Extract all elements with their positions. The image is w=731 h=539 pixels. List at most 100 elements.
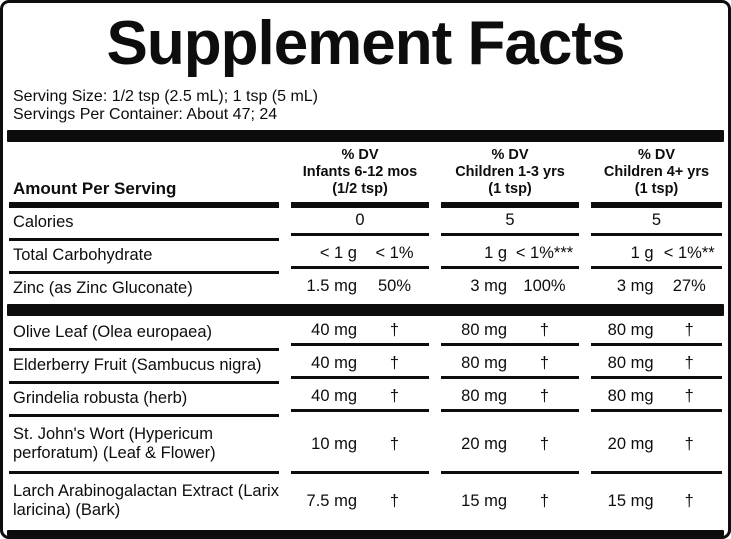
page-title: Supplement Facts (106, 9, 626, 78)
dagger-value: † (539, 354, 550, 372)
amount-value: 20 mg (607, 434, 654, 453)
amount-value: < 1 g (319, 244, 357, 262)
row-label: Elderberry Fruit (Sambucus nigra) (9, 351, 279, 384)
thick-divider-middle (7, 304, 724, 316)
amount-per-serving-header: Amount Per Serving (9, 145, 279, 208)
value-cell: 80 mg † (441, 318, 579, 346)
row-label: Grindelia robusta (herb) (9, 384, 279, 417)
column-header-children-4plus: % DV Children 4+ yrs (1 tsp) (591, 145, 722, 208)
table-row-elderberry: Elderberry Fruit (Sambucus nigra) 40 mg †… (9, 351, 722, 384)
dagger-value: † (539, 387, 550, 405)
value-cell: 5 (441, 208, 579, 236)
amount-value: 1.5 mg (306, 277, 357, 295)
amount-value: 80 mg (607, 321, 654, 339)
column-header-infants: % DV Infants 6-12 mos (1/2 tsp) (291, 145, 429, 208)
thick-divider-top (7, 130, 724, 142)
value-cell: 80 mg † (591, 351, 722, 379)
amount-value: 0 (355, 211, 365, 229)
amount-value: 80 mg (461, 387, 507, 405)
value-cell: 80 mg † (441, 384, 579, 412)
value-cell: 10 mg † (291, 417, 429, 474)
amount-value: 3 mg (616, 277, 654, 295)
value-cell: 40 mg † (291, 318, 429, 346)
value-cell: 40 mg † (291, 384, 429, 412)
amount-value: 80 mg (607, 387, 654, 405)
dagger-value: † (539, 321, 550, 339)
dv-value: 27% (672, 277, 706, 295)
group-label: Children 4+ yrs (603, 164, 710, 180)
dagger-value: † (684, 354, 694, 372)
dagger-value: † (389, 491, 400, 510)
amount-value: 1 g (484, 244, 507, 262)
value-cell: 40 mg † (291, 351, 429, 379)
dagger-value: † (684, 434, 694, 453)
table-header-row: Amount Per Serving % DV Infants 6-12 mos… (9, 145, 722, 208)
value-cell: 20 mg † (441, 417, 579, 474)
amount-value: 40 mg (311, 321, 357, 339)
table-row-zinc: Zinc (as Zinc Gluconate) 1.5 mg 50% 3 mg 1… (9, 274, 722, 304)
dv-label: % DV (341, 147, 379, 163)
dose-label: (1/2 tsp) (332, 181, 388, 197)
value-cell: 1 g < 1%** (591, 241, 722, 269)
value-cell: 1 g < 1%*** (441, 241, 579, 269)
amount-value: 15 mg (461, 491, 507, 510)
dv-value: < 1%*** (515, 244, 574, 262)
table-row-calories: Calories 0 5 5 (9, 208, 722, 241)
amount-value: 40 mg (311, 387, 357, 405)
dv-value: < 1%** (663, 244, 715, 262)
dagger-value: † (539, 434, 550, 453)
value-cell: 3 mg 27% (591, 274, 722, 299)
dagger-value: † (389, 321, 400, 339)
value-cell: 80 mg † (441, 351, 579, 379)
dagger-value: † (684, 491, 694, 510)
value-cell: 3 mg 100% (441, 274, 579, 299)
dagger-value: † (539, 491, 550, 510)
dagger-value: † (684, 321, 694, 339)
dv-label: % DV (491, 147, 529, 163)
table-row-st-johns-wort: St. John's Wort (Hypericum perforatum) (… (9, 417, 722, 474)
value-cell: 0 (291, 208, 429, 236)
value-cell: 80 mg † (591, 318, 722, 346)
row-label: St. John's Wort (Hypericum perforatum) (… (9, 417, 279, 474)
amount-value: 80 mg (461, 354, 507, 372)
dose-label: (1 tsp) (634, 181, 679, 197)
amount-value: 20 mg (461, 434, 507, 453)
serving-info: Serving Size: 1/2 tsp (2.5 mL); 1 tsp (5… (13, 88, 722, 124)
amount-value: 5 (651, 211, 662, 229)
table-row-olive-leaf: Olive Leaf (Olea europaea) 40 mg † 80 mg †… (9, 318, 722, 351)
dagger-value: † (684, 387, 694, 405)
thick-divider-bottom (7, 530, 724, 536)
amount-value: 80 mg (461, 321, 507, 339)
amount-value: 80 mg (607, 354, 654, 372)
amount-value: 1 g (630, 244, 654, 262)
amount-value: 40 mg (311, 354, 357, 372)
dagger-value: † (389, 354, 400, 372)
amount-value: 15 mg (607, 491, 654, 510)
amount-value: 10 mg (311, 434, 357, 453)
serving-size-text: Serving Size: 1/2 tsp (2.5 mL); 1 tsp (5… (13, 88, 319, 105)
row-label: Olive Leaf (Olea europaea) (9, 318, 279, 351)
value-cell: 1.5 mg 50% (291, 274, 429, 299)
amount-value: 3 mg (470, 277, 507, 295)
row-label: Zinc (as Zinc Gluconate) (13, 279, 193, 297)
group-label: Children 1-3 yrs (455, 164, 565, 180)
dv-label: % DV (637, 147, 676, 163)
value-cell: 15 mg † (591, 474, 722, 528)
table-row-total-carbohydrate: Total Carbohydrate < 1 g < 1% 1 g < 1%*** … (9, 241, 722, 274)
servings-per-container-text: Servings Per Container: About 47; 24 (13, 106, 278, 123)
value-cell: 20 mg † (591, 417, 722, 474)
value-cell: < 1 g < 1% (291, 241, 429, 269)
row-label: Calories (9, 208, 279, 241)
row-label: Total Carbohydrate (9, 241, 279, 274)
dose-label: (1 tsp) (488, 181, 532, 197)
value-cell: 7.5 mg † (291, 474, 429, 528)
amount-value: 7.5 mg (306, 491, 357, 510)
dv-value: < 1% (375, 244, 414, 262)
value-cell: 80 mg † (591, 384, 722, 412)
table-row-larch: Larch Arabinogalactan Extract (Larix lar… (9, 474, 722, 528)
group-label: Infants 6-12 mos (302, 164, 418, 180)
dagger-value: † (389, 387, 400, 405)
row-label: Larch Arabinogalactan Extract (Larix lar… (13, 481, 279, 519)
column-header-children-1-3: % DV Children 1-3 yrs (1 tsp) (441, 145, 579, 208)
